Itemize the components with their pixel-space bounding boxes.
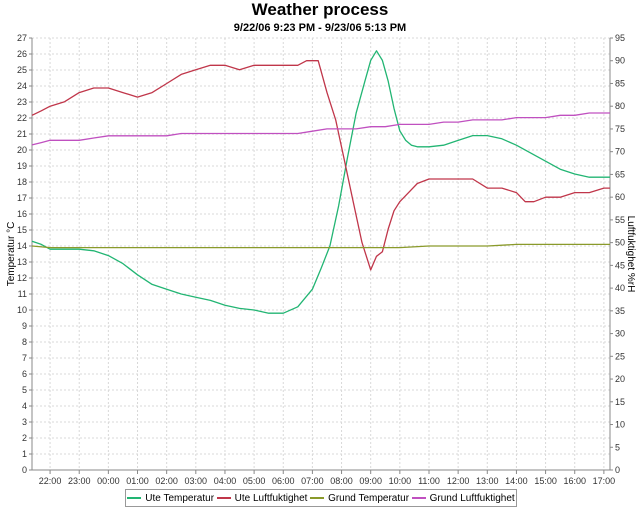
y-tick-label-left: 9 — [22, 321, 27, 331]
y-tick-label-right: 60 — [615, 192, 625, 202]
x-tick-label: 13:00 — [476, 476, 499, 486]
x-tick-label: 17:00 — [593, 476, 616, 486]
x-tick-label: 02:00 — [155, 476, 178, 486]
y-tick-label-left: 7 — [22, 353, 27, 363]
series-line-ute-luftfuktighet — [31, 60, 610, 271]
x-tick-label: 03:00 — [185, 476, 208, 486]
y-tick-label-right: 70 — [615, 147, 625, 157]
legend-swatch — [127, 497, 142, 499]
x-tick-label: 06:00 — [272, 476, 295, 486]
legend-label: Grund Luftfuktighet — [429, 492, 515, 504]
x-tick-label: 15:00 — [534, 476, 557, 486]
y-tick-label-right: 45 — [615, 260, 625, 270]
y-tick-label-right: 0 — [615, 465, 620, 475]
y-tick-label-left: 12 — [17, 273, 27, 283]
y-tick-label-left: 16 — [17, 209, 27, 219]
chart-title: Weather process — [251, 0, 389, 19]
series-line-ute-temperatur — [31, 50, 610, 314]
x-tick-label: 23:00 — [68, 476, 91, 486]
plot-area — [32, 38, 610, 470]
y-tick-label-left: 4 — [22, 401, 27, 411]
legend-swatch — [216, 497, 231, 499]
y-tick-label-right: 30 — [615, 329, 625, 339]
chart-legend: Ute Temperatur Ute Luftfuktighet Grund T… — [125, 489, 517, 507]
x-tick-label: 04:00 — [214, 476, 237, 486]
y-tick-label-right: 15 — [615, 397, 625, 407]
y-tick-label-right: 65 — [615, 169, 625, 179]
y-tick-label-left: 8 — [22, 337, 27, 347]
x-tick-label: 05:00 — [243, 476, 266, 486]
y-tick-label-right: 95 — [615, 33, 625, 43]
y-tick-label-left: 26 — [17, 49, 27, 59]
y-tick-label-left: 15 — [17, 225, 27, 235]
y-tick-label-left: 14 — [17, 241, 27, 251]
y-tick-label-right: 90 — [615, 56, 625, 66]
x-tick-label: 14:00 — [505, 476, 528, 486]
y-tick-label-left: 25 — [17, 65, 27, 75]
legend-swatch — [411, 497, 426, 499]
y-tick-label-left: 22 — [17, 113, 27, 123]
x-tick-label: 01:00 — [126, 476, 149, 486]
y-axis-label-right: Luftfuktighet %rH — [625, 216, 636, 293]
y-tick-label-left: 13 — [17, 257, 27, 267]
series-line-grund-luftfuktighet — [31, 112, 610, 146]
y-tick-label-right: 55 — [615, 215, 625, 225]
x-tick-label: 08:00 — [330, 476, 353, 486]
y-tick-label-left: 18 — [17, 177, 27, 187]
legend-label: Ute Luftfuktighet — [234, 492, 308, 504]
y-tick-label-right: 35 — [615, 306, 625, 316]
y-tick-label-left: 19 — [17, 161, 27, 171]
y-tick-label-right: 20 — [615, 374, 625, 384]
y-tick-label-right: 75 — [615, 124, 625, 134]
x-tick-label: 22:00 — [39, 476, 62, 486]
y-tick-label-left: 5 — [22, 385, 27, 395]
legend-item-ute-temperatur: Ute Temperatur — [127, 493, 214, 504]
y-tick-label-left: 0 — [22, 465, 27, 475]
legend-label: Ute Temperatur — [145, 492, 215, 504]
x-tick-label: 00:00 — [97, 476, 120, 486]
legend-item-grund-temperatur: Grund Temperatur — [310, 493, 409, 504]
y-tick-label-left: 6 — [22, 369, 27, 379]
x-tick-label: 09:00 — [359, 476, 382, 486]
x-tick-label: 16:00 — [563, 476, 586, 486]
y-tick-label-left: 24 — [17, 81, 27, 91]
y-tick-label-right: 25 — [615, 351, 625, 361]
legend-swatch — [310, 497, 325, 499]
y-tick-label-left: 1 — [22, 449, 27, 459]
x-tick-label: 07:00 — [301, 476, 324, 486]
x-tick-label: 11:00 — [418, 476, 440, 486]
y-tick-label-right: 40 — [615, 283, 625, 293]
y-tick-label-right: 85 — [615, 78, 625, 88]
y-tick-label-left: 11 — [18, 289, 27, 299]
x-tick-label: 10:00 — [389, 476, 412, 486]
legend-label: Grund Temperatur — [328, 492, 410, 504]
x-tick-label: 12:00 — [447, 476, 470, 486]
legend-item-ute-luftfuktighet: Ute Luftfuktighet — [216, 492, 308, 504]
y-tick-label-left: 27 — [17, 33, 27, 43]
y-tick-label-left: 21 — [17, 129, 27, 139]
y-tick-label-left: 2 — [22, 433, 27, 443]
y-tick-label-left: 17 — [17, 193, 27, 203]
y-tick-label-right: 5 — [615, 442, 620, 452]
y-axis-label-left: Temperatur °C — [6, 222, 17, 287]
series-line-grund-temperatur — [31, 243, 610, 249]
y-tick-label-right: 50 — [615, 238, 625, 248]
y-tick-label-left: 3 — [22, 417, 27, 427]
y-tick-label-left: 23 — [17, 97, 27, 107]
chart-subtitle: 9/22/06 9:23 PM - 9/23/06 5:13 PM — [233, 22, 407, 34]
y-tick-label-left: 10 — [17, 305, 27, 315]
legend-item-grund-luftfuktighet: Grund Luftfuktighet — [411, 492, 515, 504]
y-tick-label-right: 10 — [615, 420, 625, 430]
y-tick-label-left: 20 — [17, 145, 27, 155]
y-tick-label-right: 80 — [615, 101, 625, 111]
